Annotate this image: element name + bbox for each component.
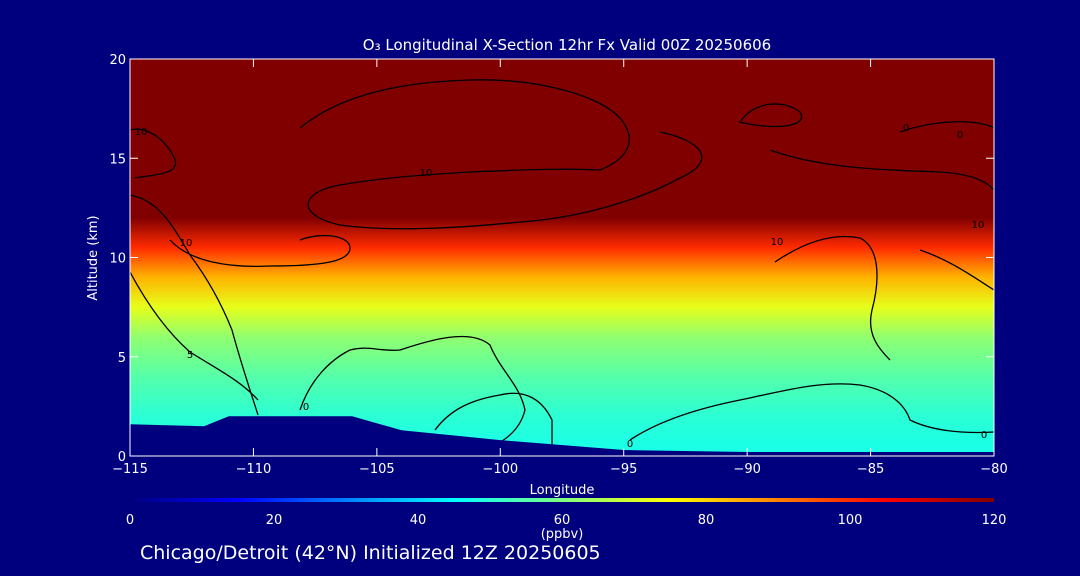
contour-label: 0: [957, 130, 963, 141]
contour-label: 0: [627, 439, 633, 450]
contour-label: 10: [771, 237, 784, 248]
contour-lines: [130, 79, 994, 448]
x-axis: −115 −110 −105 −100 −95 −90 −85 −80: [112, 59, 1008, 477]
x-tick-label: −80: [980, 462, 1007, 477]
colorbar-tick-label: 20: [266, 513, 283, 528]
y-axis-label: Altitude (km): [86, 215, 101, 300]
contour-line: [919, 249, 994, 291]
y-tick-label: 20: [109, 53, 126, 68]
x-tick-label: −110: [236, 462, 272, 477]
y-tick-label: 10: [109, 252, 126, 267]
contour-label: 0: [981, 430, 987, 441]
ozone-field: [130, 59, 994, 456]
contour-line: [130, 194, 259, 416]
contour-line: [307, 131, 703, 230]
contour-label: 10: [135, 127, 148, 138]
colorbar-tick-label: 40: [410, 513, 427, 528]
colorbar-tick-label: 60: [554, 513, 571, 528]
x-tick-label: −100: [482, 462, 518, 477]
y-tick-label: 0: [118, 450, 126, 465]
contour-line: [738, 103, 803, 128]
y-axis: 0 5 10 15 20: [109, 53, 994, 465]
x-tick-label: −85: [857, 462, 884, 477]
colorbar-tick-label: 100: [838, 513, 863, 528]
contour-label: 10: [972, 220, 985, 231]
colorbar-gradient: [130, 498, 994, 502]
contour-line: [629, 383, 994, 441]
contour-label: 5: [187, 350, 193, 361]
contour-labels: 10 10 10 10 10 5 0 0 0 0 0: [135, 123, 988, 450]
contour-label: 0: [303, 402, 309, 413]
contour-line: [774, 235, 891, 361]
contour-label: 10: [420, 168, 433, 179]
contour-label: 10: [180, 238, 193, 249]
x-tick-label: −115: [112, 462, 148, 477]
footer-caption: Chicago/Detroit (42°N) Initialized 12Z 2…: [140, 542, 601, 564]
contour-line: [299, 335, 526, 446]
contour-label: 0: [903, 123, 909, 134]
colorbar-tick-label: 0: [126, 513, 134, 528]
colorbar-tick-label: 120: [982, 513, 1007, 528]
x-tick-label: −95: [610, 462, 637, 477]
terrain-mask: [130, 416, 994, 456]
colorbar-tick-label: 80: [698, 513, 715, 528]
contour-line: [169, 234, 351, 267]
contour-line: [899, 121, 994, 133]
x-axis-label: Longitude: [530, 483, 595, 498]
colorbar-unit-label: (ppbv): [541, 527, 584, 542]
y-tick-label: 5: [118, 351, 126, 366]
contour-line: [130, 271, 259, 401]
plot-area: [130, 59, 994, 456]
colorbar-ticks: 0 20 40 60 80 100 120: [126, 513, 1007, 528]
x-tick-label: −90: [733, 462, 760, 477]
contour-line: [299, 79, 630, 171]
contour-line: [434, 392, 553, 448]
colorbar: 0 20 40 60 80 100 120 (ppbv): [126, 498, 1007, 542]
y-tick-label: 15: [109, 152, 126, 167]
x-tick-label: −105: [359, 462, 395, 477]
contour-line: [769, 149, 994, 191]
contour-line: [130, 128, 176, 179]
chart-title: O₃ Longitudinal X-Section 12hr Fx Valid …: [363, 36, 771, 54]
